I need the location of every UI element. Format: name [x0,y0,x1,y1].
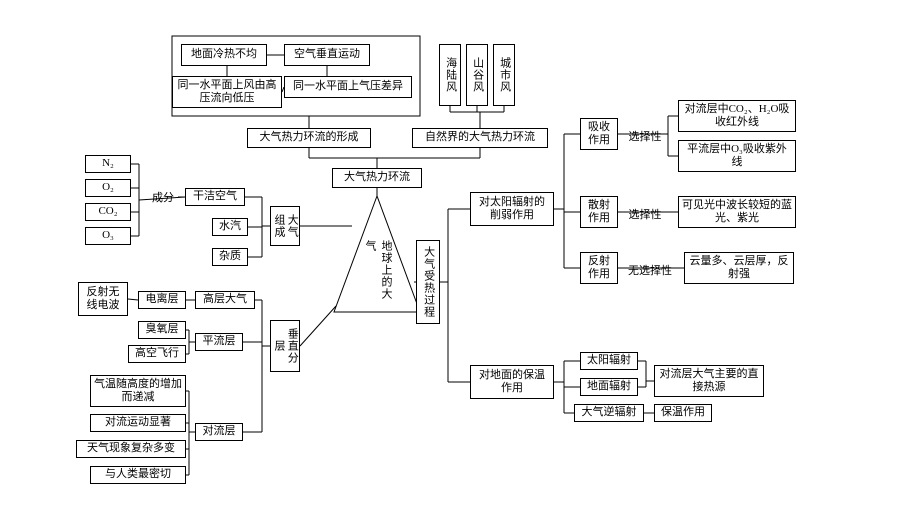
node-vapor: 水汽 [212,218,248,236]
node-nosel: 无选择性 [623,261,677,279]
node-o2: O₂ [85,179,131,197]
node-weather_var: 天气现象复杂多变 [76,440,186,458]
node-ground_rad: 地面辐射 [580,378,638,396]
node-reflect_radio: 反射无线电波 [78,282,128,316]
node-press_diff: 同一水平面上气压差异 [284,76,412,98]
node-weaken_solar: 对太阳辐射的削弱作用 [470,192,554,226]
node-human: 与人类最密切 [90,466,186,484]
node-high_fly: 高空飞行 [128,345,186,363]
node-strato: 平流层 [195,333,243,351]
node-temp_dec: 气温随高度的增加而递减 [90,375,186,407]
node-comp: 成分 [148,188,178,206]
node-convect: 对流运动显著 [90,414,186,432]
node-atm_comp: 大气组成 [270,206,300,246]
node-tropo_heat: 对流层大气主要的直接热源 [654,365,764,397]
node-vert_layer: 垂直分层 [270,320,300,372]
node-dry_air: 干洁空气 [185,188,245,206]
node-air_vert: 空气垂直运动 [284,44,370,66]
node-co2_h2o: 对流层中CO₂、H₂O吸收红外线 [678,100,796,132]
node-sel1: 选择性 [623,127,667,145]
node-hp_to_lp: 同一水平面上风由高压流向低压 [172,76,282,108]
node-absorb: 吸收作用 [580,118,618,150]
node-triangle_label: 地球上的大气 [362,240,394,300]
node-sel2: 选择性 [623,205,667,223]
node-solar_rad: 太阳辐射 [580,352,638,370]
node-n2: N₂ [85,155,131,173]
node-circ: 大气热力环流 [332,168,422,188]
node-blue_violet: 可见光中波长较短的蓝光、紫光 [678,196,796,228]
node-nat_circ: 自然界的大气热力环流 [412,128,548,148]
node-circ_form: 大气热力环流的形成 [247,128,371,148]
node-city_wind: 城市风 [493,44,515,106]
node-insul_eff: 保温作用 [654,404,712,422]
node-co2: CO₂ [85,203,131,221]
node-ozone_layer: 臭氧层 [138,321,186,339]
node-valley_wind: 山谷风 [466,44,488,106]
node-surface_uneven: 地面冷热不均 [181,44,267,66]
node-heat_process: 大气受热过程 [416,240,440,324]
node-reflect_act: 反射作用 [580,252,618,284]
node-scatter: 散射作用 [580,196,618,228]
diagram-stage: 地面冷热不均空气垂直运动同一水平面上风由高压流向低压同一水平面上气压差异大气热力… [0,0,920,518]
node-insulation: 对地面的保温作用 [470,365,554,399]
node-upper_atm: 高层大气 [195,291,255,309]
node-counter_rad: 大气逆辐射 [574,404,644,422]
node-o3_uv: 平流层中O₃吸收紫外线 [678,140,796,172]
node-sea_wind: 海陆风 [439,44,461,106]
node-ionosphere: 电离层 [138,291,186,309]
node-dust: 杂质 [212,248,248,266]
node-o3: O₃ [85,227,131,245]
node-clouds: 云量多、云层厚，反射强 [684,252,794,284]
node-tropo: 对流层 [195,423,243,441]
